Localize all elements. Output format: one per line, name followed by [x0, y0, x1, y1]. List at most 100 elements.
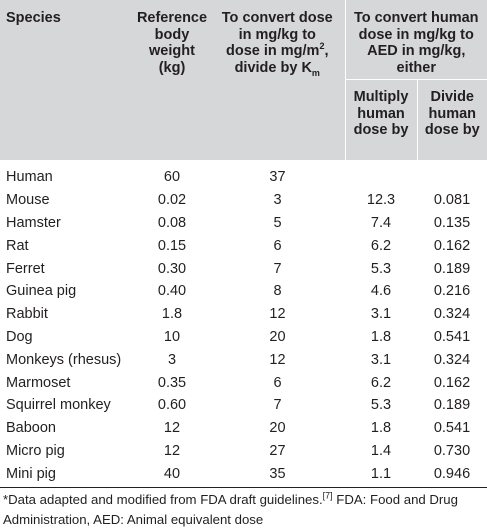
footnote-text-1: *Data adapted and modified from FDA draf… [3, 492, 323, 508]
cell-divide: 0.162 [433, 374, 471, 391]
table-row: Monkeys (rhesus) 3 12 3.1 0.324 [0, 348, 487, 371]
table-row: Hamster 0.08 5 7.4 0.135 [0, 212, 487, 235]
cell-species: Monkeys (rhesus) [6, 351, 122, 368]
cell-species: Baboon [6, 420, 56, 437]
cell-weight: 60 [163, 169, 181, 186]
header-grp-line-3: AED in mg/kg, either [367, 43, 466, 76]
header-ref-line-4: (kg) [158, 59, 186, 76]
header-multiply: Multiply human dose by [344, 79, 417, 160]
cell-species: Human [6, 169, 53, 186]
header-mult-line-1: Multiply [353, 89, 409, 105]
cell-divide: 0.189 [433, 397, 471, 414]
cell-species: Micro pig [6, 442, 65, 459]
cell-species: Hamster [6, 214, 61, 231]
cell-species: Squirrel monkey [6, 397, 111, 414]
header-species: Species [0, 0, 134, 160]
cell-divide: 0.324 [433, 351, 471, 368]
header-reference-weight: Reference body weight (kg) [134, 0, 210, 160]
cell-km: 35 [269, 465, 286, 482]
cell-km: 7 [273, 260, 282, 277]
dose-conversion-table: Species Reference body weight (kg) To co… [0, 0, 487, 487]
table-footnote: *Data adapted and modified from FDA draf… [0, 488, 487, 529]
cell-km: 8 [273, 283, 282, 300]
header-human-to-aed-group: To convert human dose in mg/kg to AED in… [344, 0, 487, 80]
cell-divide: 0.730 [433, 442, 471, 459]
cell-species: Rat [6, 237, 29, 254]
table-row: Baboon 12 20 1.8 0.541 [0, 417, 487, 440]
cell-km: 20 [269, 328, 286, 345]
header-ref-line-1: Reference [136, 10, 208, 26]
cell-weight: 0.08 [157, 214, 187, 231]
cell-weight: 10 [163, 328, 181, 345]
cell-divide: 0.541 [433, 328, 471, 345]
cell-km: 6 [273, 237, 282, 254]
table-body: Human 60 3 7 Mouse 0.02 3 12.3 0.081 Hamster 0.08 5… [0, 160, 487, 487]
cell-weight: 40 [163, 465, 181, 482]
cell-multiply [345, 166, 417, 189]
cell-multiply: 1.1 [370, 465, 392, 482]
cell-species: Guinea pig [6, 283, 77, 300]
table-row: Marmoset 0.35 6 6.2 0.162 [0, 371, 487, 394]
header-conv-subscript: m [311, 67, 320, 78]
table-row: Ferret 0.30 7 5.3 0.189 [0, 257, 487, 280]
cell-species: Mini pig [6, 465, 56, 482]
header-ref-line-2: body [154, 26, 190, 43]
cell-weight: 0.30 [157, 260, 187, 277]
header-div-line-2: human [428, 105, 477, 122]
cell-weight: 0.35 [157, 374, 187, 391]
table-row: Rat 0.15 6 6.2 0.162 [0, 234, 487, 257]
cell-km: 3 [273, 192, 282, 209]
cell-divide: 0.541 [433, 420, 471, 437]
cell-species: Ferret [6, 260, 45, 277]
table-row: Micro pig 12 27 1.4 0.730 [0, 440, 487, 463]
header-div-line-1: Divide [430, 89, 474, 105]
cell-weight: 0.02 [157, 192, 187, 209]
cell-divide: 0.946 [433, 465, 471, 482]
header-grp-line-2: dose in mg/kg to [358, 26, 474, 43]
cell-weight: 1.8 [161, 306, 183, 323]
cell-km: 12 [269, 306, 286, 323]
cell-km: 6 [273, 374, 282, 391]
cell-multiply: 4.6 [370, 283, 392, 300]
cell-multiply: 3.1 [370, 306, 392, 323]
header-convert-to-mgm2: To convert dose in mg/kg to dose in mg/m… [210, 0, 345, 160]
cell-weight: 12 [163, 420, 181, 437]
table-row: Squirrel monkey 0.60 7 5.3 0.189 [0, 394, 487, 417]
cell-divide: 0.216 [433, 283, 471, 300]
header-mult-line-2: human [357, 105, 405, 122]
cell-multiply: 1.4 [370, 442, 392, 459]
cell-divide: 0.189 [433, 260, 471, 277]
cell-multiply: 7.4 [370, 214, 392, 231]
cell-divide: 0.324 [433, 306, 471, 323]
cell-weight: 0.60 [157, 397, 187, 414]
cell-km: 27 [269, 442, 286, 459]
table-header: Species Reference body weight (kg) To co… [0, 0, 487, 160]
cell-multiply: 5.3 [370, 260, 392, 277]
cell-multiply: 3.1 [370, 351, 392, 368]
cell-species: Rabbit [6, 306, 48, 323]
table-row: Mouse 0.02 3 12.3 0.081 [0, 189, 487, 212]
table-row: Mini pig 40 35 1.1 0.946 [0, 462, 487, 487]
header-div-line-3: dose by [424, 122, 480, 138]
cell-species: Marmoset [6, 374, 71, 391]
table-row: Rabbit 1.8 12 3.1 0.324 [0, 303, 487, 326]
cell-km: 12 [269, 351, 286, 368]
header-conv-line-2: in mg/kg to [238, 26, 316, 43]
cell-multiply: 1.8 [370, 328, 392, 345]
cell-km: 7 [273, 397, 282, 414]
cell-multiply: 12.3 [366, 192, 396, 209]
header-conv-line-1: To convert dose [221, 10, 333, 26]
cell-species: Mouse [6, 192, 50, 209]
cell-weight: 3 [167, 351, 177, 368]
header-mult-line-3: dose by [353, 122, 409, 138]
cell-divide: 0.135 [433, 214, 471, 231]
cell-divide [417, 166, 487, 189]
table-row: Dog 10 20 1.8 0.541 [0, 326, 487, 349]
table-row: Guinea pig 0.40 8 4.6 0.216 [0, 280, 487, 303]
header-conv-comma: , [324, 43, 329, 59]
cell-divide: 0.081 [433, 192, 471, 209]
header-ref-line-3: weight [149, 43, 195, 59]
cell-km: 5 [273, 214, 282, 231]
cell-multiply: 6.2 [370, 237, 392, 254]
